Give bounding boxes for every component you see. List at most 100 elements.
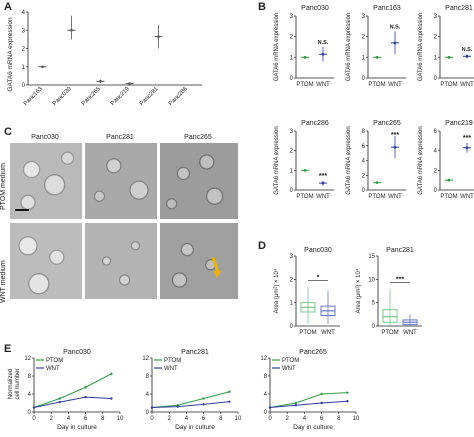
panel-letter-a: A — [4, 1, 12, 13]
panel-a-ytick-label-3: 3 — [22, 28, 26, 34]
panel-b-panc286-title: Panc286 — [301, 120, 329, 127]
panel-b-panc030-significance: N.S. — [318, 40, 329, 46]
panel-e-panc265-title: Panc265 — [299, 349, 327, 356]
panel-b-panc030-xlabel-1: WNT — [316, 82, 330, 88]
panel-e-panc030-ytick-label-3: 12 — [24, 356, 31, 362]
panel-e-panc030-point-wnt-3 — [110, 397, 113, 400]
panel-e-panc265-legend-label-1: WNT — [282, 366, 296, 372]
panel-e-panc030-line-ptom — [33, 373, 112, 408]
panel-b-panc219-xlabel-1: WNT — [460, 194, 474, 200]
panel-e-panc030-point-wnt-2 — [84, 395, 87, 399]
panel-e-panc281-point-ptom-3 — [228, 390, 231, 393]
panel-e-panc281-ytick-label-0: 0 — [146, 410, 150, 416]
panel-e-panc265-xtick-label-5: 10 — [353, 416, 360, 422]
panel-e-panc265-ytick-label-2: 8 — [264, 374, 268, 380]
panel-e-panc265-xtick-label-3: 6 — [320, 416, 324, 422]
panel-b-panc265-ytick-label-0: 0 — [362, 188, 366, 194]
panel-d-panc281-significance: *** — [396, 277, 404, 284]
panel-e-panc265-line-ptom — [269, 392, 348, 408]
panel-e-ylabel-line-1: Normalized — [8, 369, 14, 399]
panel-b-panc219-significance: *** — [463, 135, 471, 142]
panel-e-panc265-xtick-label-4: 8 — [337, 416, 341, 422]
panel-b-panc281-ytick-label-1: 1 — [434, 55, 438, 61]
panel-b-panc265-ytick-label-2: 4 — [362, 159, 366, 165]
panel-b-panc163-point-1 — [393, 41, 397, 45]
panel-b-panc163-ytick-label-3: 3 — [362, 14, 366, 20]
panel-b-panc281-significance: N.S. — [462, 47, 473, 53]
micrograph-panc281-ptom — [85, 143, 157, 219]
panel-b-panc030-ytick-label-2: 2 — [290, 35, 294, 41]
panel-e-panc030-legend-label-1: WNT — [46, 366, 60, 372]
panel-e-panc281-xtick-label-5: 10 — [235, 416, 242, 422]
panel-d-panc281-ytick-label-1: 5 — [372, 301, 376, 307]
panel-b-panc281-point-1 — [465, 54, 469, 58]
panel-a-point-2 — [99, 80, 102, 83]
panel-e-panc265-xtick-label-2: 4 — [303, 416, 307, 422]
panel-e-panc265-xlabel: Day in culture — [293, 424, 333, 431]
panel-e-panc281-point-wnt-3 — [228, 400, 231, 403]
panel-e-panc265-point-wnt-1 — [294, 404, 297, 407]
panel-e-panc281-xtick-label-0: 0 — [150, 416, 154, 422]
panel-e-panc281-point-wnt-2 — [202, 403, 205, 406]
panel-e-panc030-point-wnt-1 — [58, 400, 61, 404]
panel-b-panc286-ytick-label-0: 0 — [290, 188, 294, 194]
panel-a-point-0 — [41, 65, 44, 69]
panel-b-panc281-point-0 — [447, 55, 451, 59]
panel-d-panc281-ytick-label-2: 10 — [368, 277, 375, 283]
panel-d-panc281-xlabel-0: PTOM — [381, 330, 398, 336]
panel-b-panc265-ytick-label-3: 6 — [362, 144, 366, 150]
panel-a-point-1 — [70, 28, 73, 32]
panel-b-panc163-title: Panc163 — [373, 5, 401, 12]
panel-e-panc265-point-ptom-1 — [294, 401, 297, 405]
panel-e-panc030-point-ptom-2 — [84, 386, 87, 389]
panel-d-panc281-ytick-label-3: 15 — [368, 254, 375, 260]
panel-b-panc030-ytick-label-3: 3 — [290, 14, 294, 20]
panel-e-panc030-ytick-label-1: 4 — [28, 392, 32, 398]
panel-b-panc219-ytick-label-0: 0 — [434, 188, 438, 194]
panel-e-panc030-xtick-label-2: 4 — [67, 416, 71, 422]
panel-e-panc281-xtick-label-4: 8 — [219, 416, 223, 422]
panel-e-panc030-ytick-label-0: 0 — [28, 410, 32, 416]
panel-e-panc281-point-wnt-0 — [150, 406, 154, 409]
panel-b-panc219-point-0 — [447, 178, 451, 182]
panel-a-category-5: Panc286 — [168, 86, 189, 107]
panel-e-panc265-ytick-label-0: 0 — [264, 410, 268, 416]
panel-b-panc281-title: Panc281 — [445, 5, 473, 12]
panel-e-panc265-point-ptom-2 — [320, 392, 323, 396]
panel-b-panc281-ytick-label-0: 0 — [434, 76, 438, 82]
panel-e-panc030-xtick-label-5: 10 — [117, 416, 124, 422]
panel-b-panc163-significance: N.S. — [390, 25, 401, 31]
panel-e-panc030-legend-label-0: PTOM — [46, 358, 63, 364]
panel-b-panc286-significance: *** — [319, 173, 327, 180]
panel-b-panc265-point-0 — [375, 181, 379, 185]
panel-b-panc286-point-0 — [303, 168, 307, 172]
panel-b-panc163-ytick-label-1: 1 — [362, 55, 366, 61]
panel-e-panc281-ytick-label-3: 12 — [142, 356, 149, 362]
panel-e-panc030-title: Panc030 — [63, 349, 91, 356]
panel-a-ytick-label-1: 1 — [22, 65, 26, 71]
panel-e-panc030-point-ptom-3 — [110, 372, 113, 375]
panel-d-panc030-ytick-label-2: 2 — [290, 277, 294, 283]
panel-b-panc030-ylabel: GATA6 mRNA expression — [274, 13, 280, 81]
panel-b-panc163-ytick-label-0: 0 — [362, 76, 366, 82]
panel-e-panc281-line-ptom — [151, 391, 230, 408]
panel-b-panc281-ytick-label-3: 3 — [434, 14, 438, 20]
panel-b-panc030-title: Panc030 — [301, 5, 329, 12]
panel-e-panc265-line-wnt — [269, 400, 348, 408]
panel-a-category-0: Panc163 — [23, 86, 44, 107]
panel-b-panc163-xlabel-0: PTOM — [368, 82, 385, 88]
panel-b-panc030-point-1 — [321, 52, 325, 56]
panel-b-panc219-title: Panc219 — [445, 120, 473, 127]
panel-b-panc219-xlabel-0: PTOM — [440, 194, 457, 200]
panel-b-panc286-ytick-label-3: 3 — [290, 129, 294, 135]
panel-b-panc286-ylabel: GATA6 mRNA expression — [274, 126, 280, 194]
panel-e-panc030-xtick-label-0: 0 — [32, 416, 36, 422]
panel-e-panc281-xtick-label-1: 2 — [168, 416, 172, 422]
panel-e-panc281-xtick-label-3: 6 — [202, 416, 206, 422]
panel-b-panc281-xlabel-1: WNT — [460, 82, 474, 88]
panel-e-panc281-title: Panc281 — [181, 349, 209, 356]
panel-b-panc286-ytick-label-2: 2 — [290, 149, 294, 155]
panel-b-panc219-ytick-label-1: 2 — [434, 168, 438, 174]
panel-e-panc030-xtick-label-1: 2 — [50, 416, 54, 422]
